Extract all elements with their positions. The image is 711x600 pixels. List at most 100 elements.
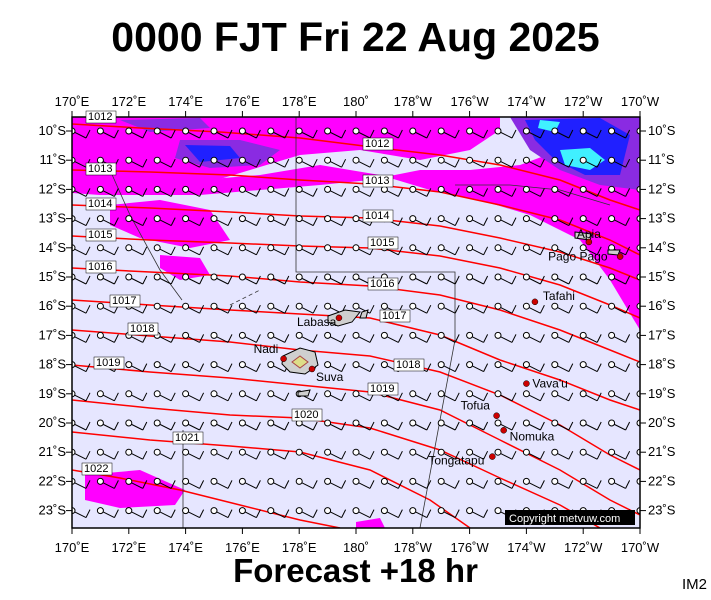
wind-barb-feather — [539, 188, 545, 197]
wind-barb-feather — [142, 480, 148, 489]
wind-barb-feather — [539, 275, 545, 285]
axis-ticks — [66, 111, 646, 534]
wind-barb-feather — [284, 158, 290, 168]
isobar-label-box — [109, 294, 141, 308]
wind-station-circle — [551, 361, 559, 369]
isobar-label: 1022 — [84, 463, 108, 475]
wind-station-circle — [125, 477, 133, 485]
wind-barb-feather — [113, 509, 119, 518]
wind-barb-feather — [426, 421, 432, 431]
wind-barb-feather — [596, 334, 602, 343]
lon-label-top: 178˚W — [394, 94, 433, 109]
isobar-label-box — [362, 209, 394, 223]
wind-station-circle — [551, 273, 559, 281]
wind-barb-feather — [397, 392, 403, 402]
wind-station-circle — [96, 244, 104, 252]
wind-station-circle — [437, 127, 445, 135]
wind-barb-feather — [312, 334, 318, 343]
boundary-fiji-west — [109, 169, 183, 301]
isobar-label: 1013 — [365, 175, 389, 187]
wind-station-circle — [551, 302, 559, 310]
wind-barb-feather — [397, 450, 403, 460]
wind-station-circle — [579, 244, 587, 252]
forecast-label: Forecast +18 hr — [233, 552, 478, 589]
longitude-labels-bottom: 170˚E 172˚E 174˚E 176˚E 178˚E 180˚ 178˚W 176˚W 1… — [55, 540, 660, 555]
lat-label-left: 21˚S — [39, 444, 67, 459]
wind-barb-feather — [454, 217, 460, 226]
wind-station-circle — [324, 273, 332, 281]
wind-barb-feather — [539, 217, 545, 226]
isobar-1019 — [72, 364, 640, 516]
wind-barb-feather — [539, 158, 545, 168]
lon-label-bottom: 174˚E — [168, 540, 203, 555]
wind-barb-feather — [170, 421, 176, 431]
wind-station-circle — [380, 361, 388, 369]
rain-patch-south — [356, 518, 385, 528]
lat-label-right: 22˚S — [648, 473, 676, 488]
wind-barb-feather — [426, 480, 432, 489]
isobar-label: 1016 — [370, 278, 394, 290]
wind-station-circle — [437, 448, 445, 456]
wind-station-circle — [125, 507, 133, 515]
wind-barb-feather — [483, 304, 489, 314]
wind-barb-feather — [539, 363, 545, 372]
wind-barb-feather — [568, 246, 574, 256]
wind-station-circle — [466, 507, 474, 515]
wind-barb-feather — [199, 129, 205, 139]
wind-barb-feather — [397, 129, 403, 139]
lat-label-left: 14˚S — [39, 240, 67, 255]
wind-barb-feather — [255, 450, 261, 460]
wind-barb-feather — [142, 246, 148, 256]
lat-label-left: 18˚S — [39, 357, 67, 372]
city-label: Vava'u — [532, 377, 567, 391]
isobar-1016 — [72, 267, 640, 363]
wind-barb-feather — [454, 158, 460, 168]
lat-label-right: 10˚S — [648, 123, 676, 138]
isobar-label: 1014 — [88, 198, 112, 210]
latitude-labels-right: 10˚S 11˚S 12˚S 13˚S 14˚S 15˚S 16˚S 17˚S 18˚S 19˚S… — [648, 123, 676, 518]
lon-label-top: 172˚E — [111, 94, 146, 109]
wind-station-circle — [494, 244, 502, 252]
wind-barb-feather — [369, 304, 375, 314]
wind-barb-feather — [454, 392, 460, 402]
wind-barb-feather — [454, 188, 460, 197]
wind-barb-feather — [568, 392, 574, 402]
wind-station-circle — [324, 361, 332, 369]
lat-label-right: 14˚S — [648, 240, 676, 255]
lon-label-bottom: 178˚E — [282, 540, 317, 555]
wind-station-circle — [238, 448, 246, 456]
isobar-label-box — [362, 174, 394, 188]
wind-barb-feather — [511, 188, 517, 197]
wind-barb-feather — [199, 217, 205, 226]
lat-label-left: 17˚S — [39, 327, 67, 342]
wind-barb-feather — [511, 158, 517, 168]
wind-station-circle — [182, 127, 190, 135]
wind-barb-feather — [426, 188, 432, 197]
wind-station-circle — [380, 302, 388, 310]
wind-barb-feather — [539, 421, 545, 431]
wind-barb-feather — [227, 509, 233, 518]
wind-station-circle — [295, 448, 303, 456]
lat-label-right: 12˚S — [648, 181, 676, 196]
wind-barb-feather — [483, 509, 489, 518]
wind-barb-feather — [539, 129, 545, 139]
wind-barb-feather — [625, 129, 631, 139]
wind-barb-feather — [539, 334, 545, 343]
wind-station-circle — [96, 331, 104, 339]
wind-station-circle — [153, 448, 161, 456]
wind-barb-feather — [426, 275, 432, 285]
wind-barb-feather — [341, 392, 347, 402]
wind-barb-feather — [170, 480, 176, 489]
wind-barb-feather — [142, 421, 148, 431]
wind-barb-feather — [568, 275, 574, 285]
wind-barb-feather — [483, 188, 489, 197]
wind-barb-feather — [170, 217, 176, 226]
wind-station-circle — [96, 302, 104, 310]
wind-barb-feather — [284, 480, 290, 489]
isobar-1013 — [72, 169, 640, 256]
wind-barb-feather — [596, 392, 602, 402]
wind-station-circle — [579, 419, 587, 427]
wind-station-circle — [295, 302, 303, 310]
wind-barb-feather — [170, 509, 176, 518]
wind-station-circle — [96, 215, 104, 223]
